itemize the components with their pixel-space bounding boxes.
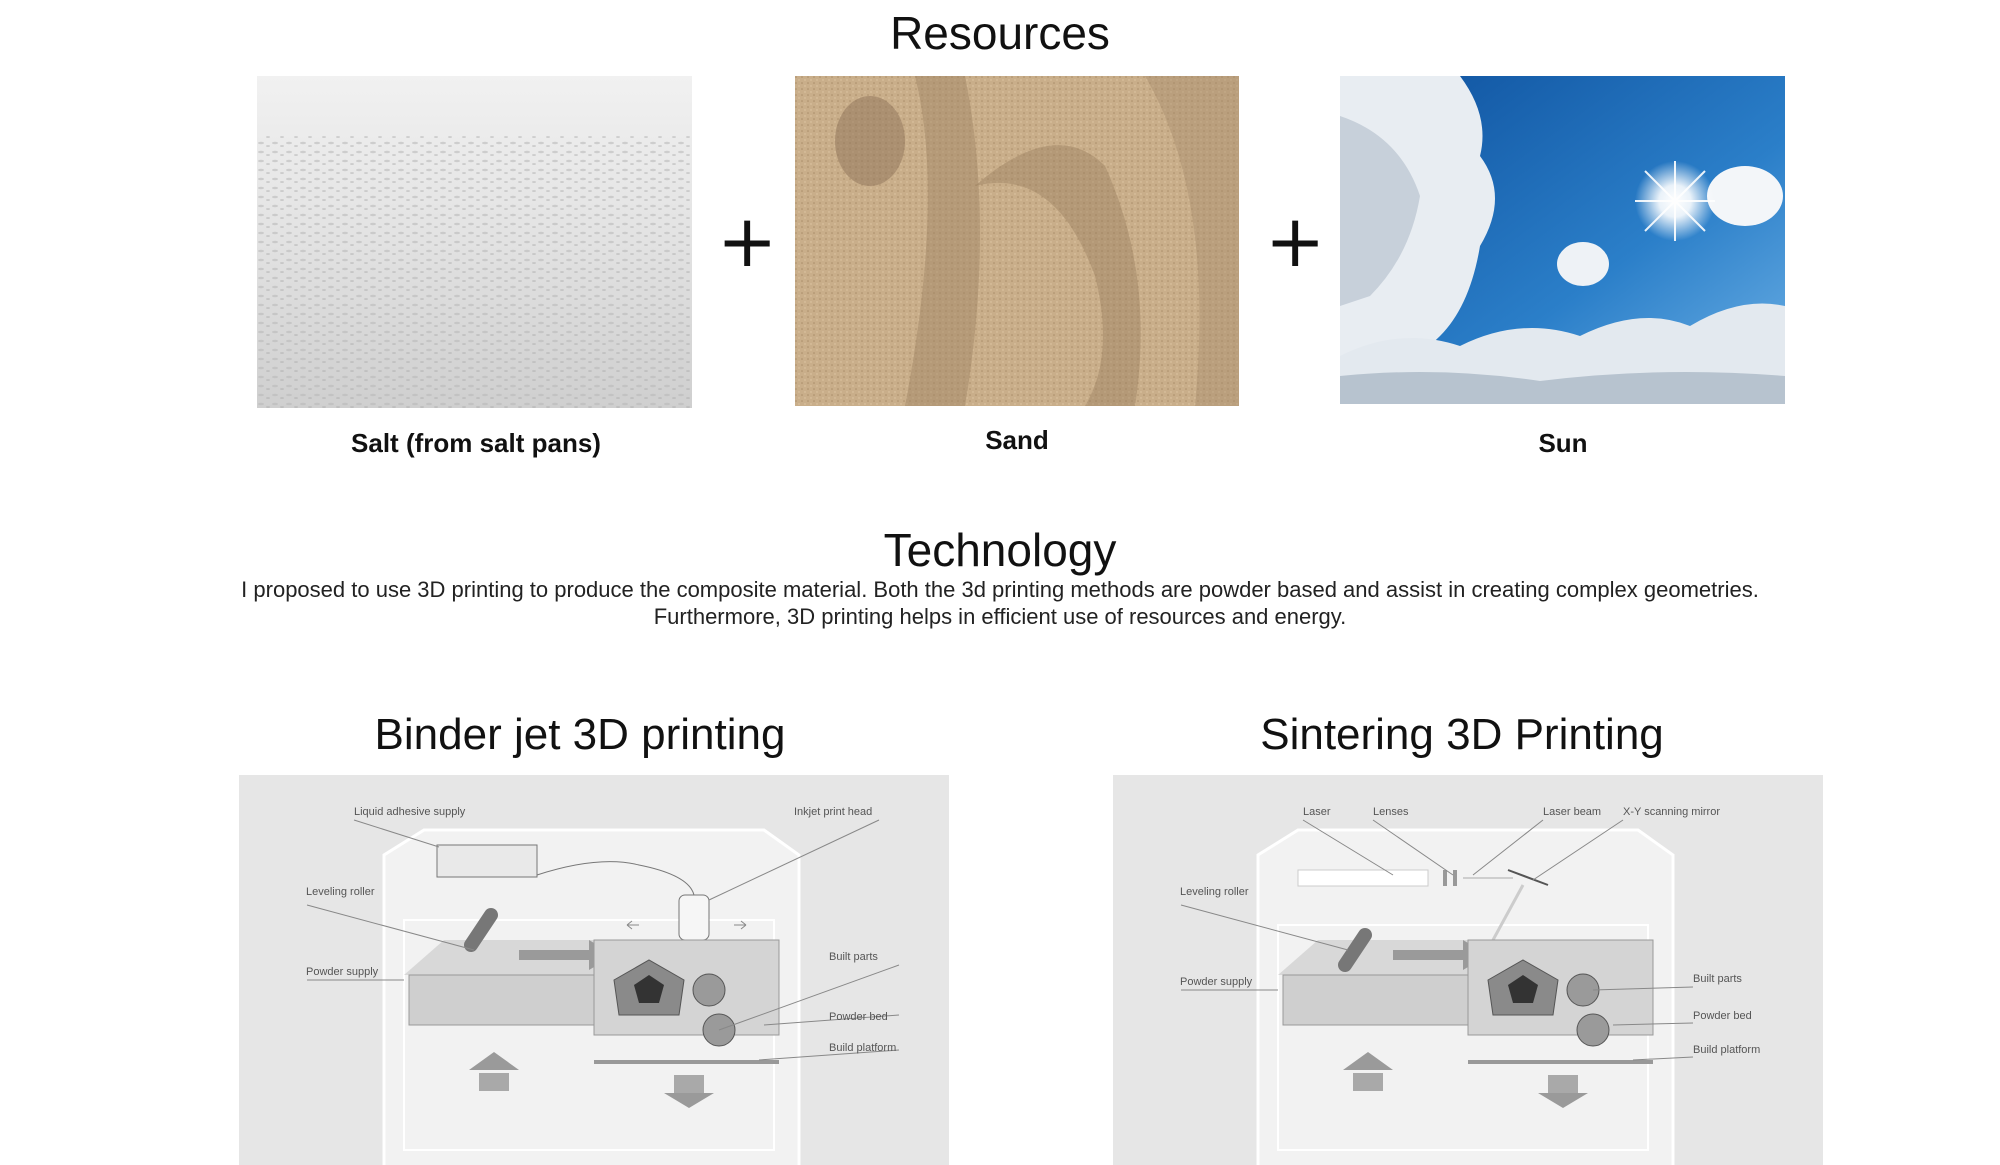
label-print-head: Inkjet print head: [794, 806, 872, 818]
label-lenses: Lenses: [1373, 806, 1409, 818]
sintering-title: Sintering 3D Printing: [1260, 710, 1664, 759]
label-powder-bed: Powder bed: [829, 1011, 888, 1023]
caption-sand: Sand: [985, 425, 1049, 455]
label-platform: Build platform: [1693, 1044, 1760, 1056]
plus-sign: +: [1265, 199, 1326, 283]
sintering-diagram: Laser Lenses Laser beam X-Y scanning mir…: [1113, 775, 1823, 1165]
binder-jet-title: Binder jet 3D printing: [374, 710, 786, 759]
label-powder-supply: Powder supply: [306, 966, 379, 978]
caption-sun: Sun: [1538, 428, 1588, 458]
label-platform: Build platform: [829, 1042, 896, 1054]
technology-title: Technology: [883, 524, 1117, 576]
label-roller: Leveling roller: [306, 886, 375, 898]
label-mirror: X-Y scanning mirror: [1623, 806, 1720, 818]
sand-photo: [795, 76, 1239, 406]
sky-sun-photo: [1340, 76, 1785, 404]
label-adhesive: Liquid adhesive supply: [354, 806, 466, 818]
label-laser: Laser: [1303, 806, 1331, 818]
caption-salt: Salt (from salt pans): [351, 428, 601, 458]
label-laser-beam: Laser beam: [1543, 806, 1601, 818]
technology-description: I proposed to use 3D printing to produce…: [241, 577, 1759, 629]
label-roller: Leveling roller: [1180, 886, 1249, 898]
resources-title: Resources: [890, 7, 1110, 59]
label-powder-bed: Powder bed: [1693, 1010, 1752, 1022]
binder-jet-diagram: Liquid adhesive supply Inkjet print head…: [239, 775, 949, 1165]
label-powder-supply: Powder supply: [1180, 976, 1253, 988]
label-built-parts: Built parts: [1693, 973, 1742, 985]
salt-photo: [257, 76, 692, 408]
label-built-parts: Built parts: [829, 951, 878, 963]
plus-sign: +: [717, 199, 778, 283]
